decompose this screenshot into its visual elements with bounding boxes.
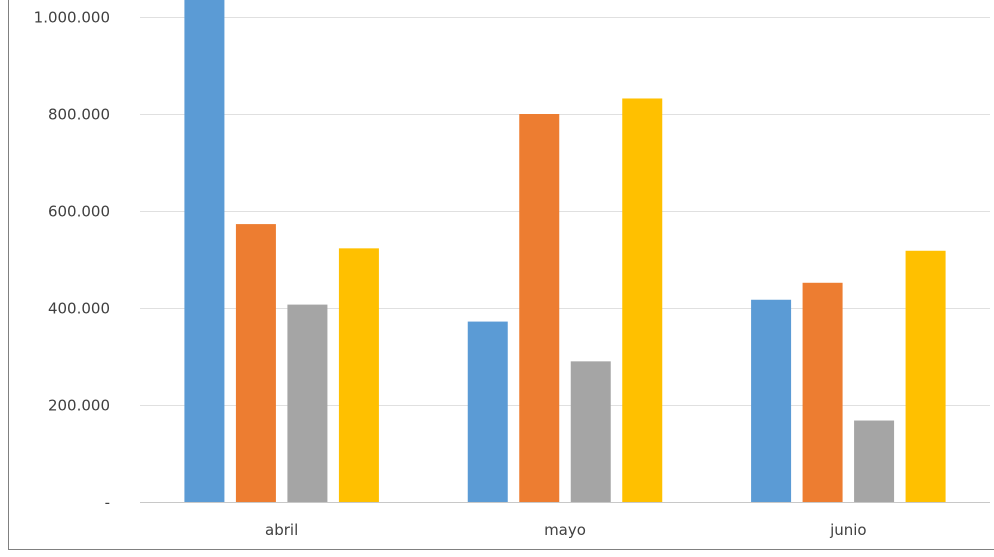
bar-abril-series-2 [235, 224, 276, 502]
x-category-label: mayo [544, 521, 586, 539]
bar-junio-series-4 [905, 250, 946, 502]
bar-mayo-series-3 [570, 361, 611, 502]
y-tick-label: 1.000.000 [34, 9, 110, 27]
x-category-label: abril [265, 521, 298, 539]
bar-junio-series-2 [802, 282, 843, 502]
bar-junio-series-3 [854, 420, 895, 502]
x-category-label: junio [829, 521, 867, 539]
bar-mayo-series-1 [467, 321, 508, 502]
bar-abril-series-4 [338, 248, 379, 502]
y-tick-label: 400.000 [48, 300, 110, 318]
bar-abril-series-3 [287, 304, 328, 502]
bar-junio-series-1 [751, 299, 792, 502]
bar-mayo-series-2 [519, 114, 560, 502]
y-tick-label: 800.000 [48, 106, 110, 124]
bar-mayo-series-4 [622, 98, 663, 502]
y-tick-label: 200.000 [48, 397, 110, 415]
y-tick-label: 600.000 [48, 203, 110, 221]
bar-abril-series-1 [184, 0, 225, 502]
y-tick-label: - [105, 494, 110, 512]
